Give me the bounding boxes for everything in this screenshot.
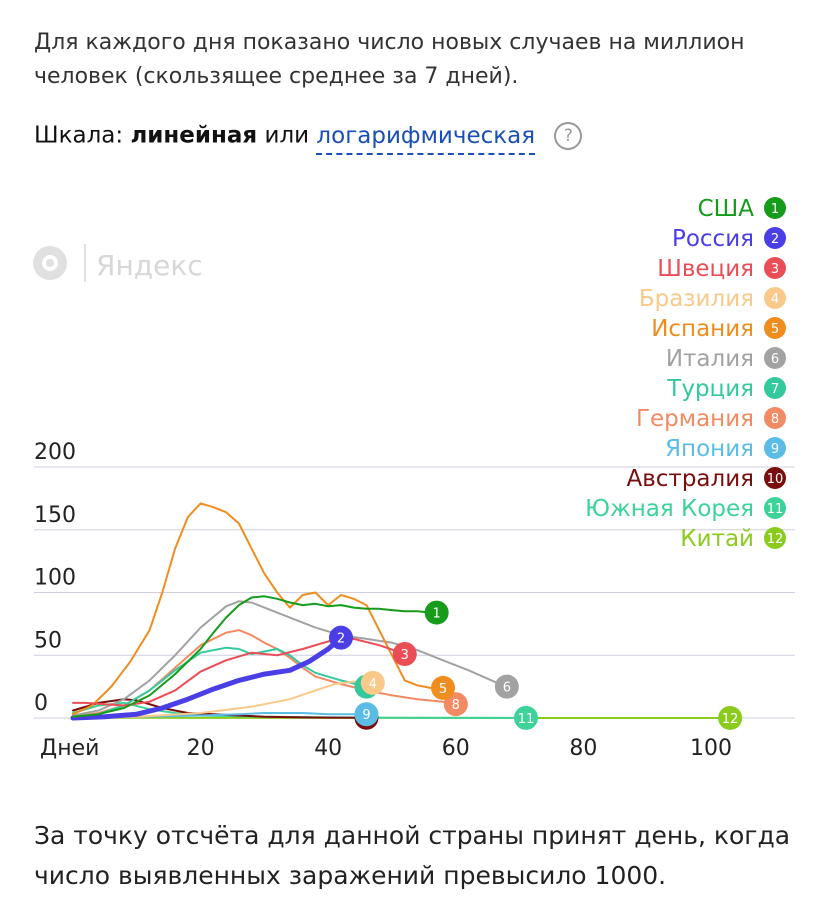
- legend-badge-3: [764, 257, 786, 279]
- legend-item-8[interactable]: Германия: [636, 406, 754, 432]
- scale-log-option[interactable]: логарифмическая: [316, 122, 536, 155]
- y-tick-label: 0: [34, 691, 48, 716]
- y-tick-label: 200: [34, 440, 76, 465]
- legend-item-9[interactable]: Япония: [665, 436, 754, 462]
- series-end-marker-12[interactable]: [718, 705, 743, 730]
- x-tick-label: 80: [569, 736, 597, 761]
- series-line-7: [72, 646, 368, 718]
- legend-item-5[interactable]: Испания: [651, 316, 754, 342]
- series-end-marker-2[interactable]: [328, 625, 353, 650]
- series-end-label-11: 11: [518, 712, 535, 727]
- series-end-label-12: 12: [722, 712, 739, 727]
- watermark-text: Яндекс: [96, 249, 203, 282]
- legend-badge-10: [764, 467, 786, 489]
- y-tick-label: 50: [34, 628, 62, 653]
- scale-linear-option[interactable]: линейная: [130, 122, 258, 149]
- x-axis-label: Дней: [40, 736, 99, 761]
- legend-badge-text-12: 12: [767, 532, 784, 547]
- legend-badge-2: [764, 227, 786, 249]
- legend-item-12[interactable]: Китай: [680, 526, 754, 552]
- chart-description: Для каждого дня показано число новых слу…: [34, 30, 745, 89]
- legend-badge-6: [764, 347, 786, 369]
- series-end-marker-4[interactable]: [360, 670, 385, 695]
- y-tick-label: 100: [34, 566, 76, 591]
- x-tick-label: 60: [442, 736, 470, 761]
- legend-badge-4: [764, 287, 786, 309]
- legend-badge-text-6: 6: [771, 352, 779, 367]
- series-end-marker-5[interactable]: [431, 675, 456, 700]
- legend-item-7[interactable]: Турция: [666, 376, 754, 402]
- series-end-label-9: 9: [362, 708, 370, 723]
- legend-badge-5: [764, 317, 786, 339]
- series-line-6: [72, 600, 508, 717]
- legend-badge-text-10: 10: [767, 472, 784, 487]
- series-end-marker-1[interactable]: [424, 600, 449, 625]
- series-end-label-5: 5: [439, 682, 447, 697]
- legend-badge-8: [764, 407, 786, 429]
- legend-badge-text-8: 8: [771, 412, 779, 427]
- legend-badge-text-5: 5: [771, 322, 779, 337]
- legend-badge-text-2: 2: [771, 232, 779, 247]
- series-end-marker-3[interactable]: [392, 641, 417, 666]
- help-icon[interactable]: ?: [554, 122, 583, 150]
- series-end-label-6: 6: [503, 681, 511, 696]
- legend-badge-11: [764, 497, 786, 519]
- legend-badge-1: [764, 197, 786, 219]
- legend-badge-text-3: 3: [771, 262, 779, 277]
- series-line-2: [70, 635, 344, 721]
- x-tick-label: 40: [314, 736, 342, 761]
- legend-badge-7: [764, 377, 786, 399]
- watermark-logo-icon-dot: [46, 259, 54, 267]
- scale-prefix: Шкала:: [34, 122, 124, 149]
- series-line-4: [72, 680, 374, 719]
- legend-badge-text-11: 11: [767, 502, 784, 517]
- scale-or: или: [264, 122, 310, 149]
- series-end-label-4: 4: [369, 677, 377, 692]
- series-end-marker-9[interactable]: [354, 702, 379, 727]
- legend-badge-text-1: 1: [771, 202, 779, 217]
- series-end-label-1: 1: [433, 607, 441, 622]
- legend-item-2[interactable]: Россия: [672, 226, 754, 252]
- cases-chart: Яндекс050100150200Дней204060801001211109…: [33, 196, 795, 761]
- y-tick-label: 150: [34, 503, 76, 528]
- x-tick-label: 100: [690, 736, 732, 761]
- legend-badge-12: [764, 527, 786, 549]
- legend-item-1[interactable]: США: [698, 196, 755, 222]
- scale-switch: Шкала: линейная или логарифмическая ?: [34, 122, 583, 155]
- series-line-5: [72, 502, 444, 716]
- legend-badge-text-4: 4: [771, 292, 779, 307]
- legend-badge-text-9: 9: [771, 442, 779, 457]
- series-end-label-2: 2: [337, 632, 345, 647]
- series-end-marker-8[interactable]: [443, 692, 468, 717]
- legend-item-4[interactable]: Бразилия: [639, 286, 754, 312]
- legend-item-6[interactable]: Италия: [666, 346, 754, 372]
- series-line-1: [72, 595, 438, 718]
- series-end-label-3: 3: [401, 648, 409, 663]
- series-end-marker-11[interactable]: [513, 705, 538, 730]
- legend-item-11[interactable]: Южная Корея: [585, 496, 754, 522]
- legend-badge-text-7: 7: [771, 382, 779, 397]
- legend-item-10[interactable]: Австралия: [626, 466, 754, 492]
- legend-item-3[interactable]: Швеция: [657, 256, 754, 282]
- series-end-marker-6[interactable]: [494, 674, 519, 699]
- legend-badge-9: [764, 437, 786, 459]
- footnote: За точку отсчёта для данной страны приня…: [34, 821, 791, 890]
- x-tick-label: 20: [187, 736, 215, 761]
- series-end-label-8: 8: [452, 698, 460, 713]
